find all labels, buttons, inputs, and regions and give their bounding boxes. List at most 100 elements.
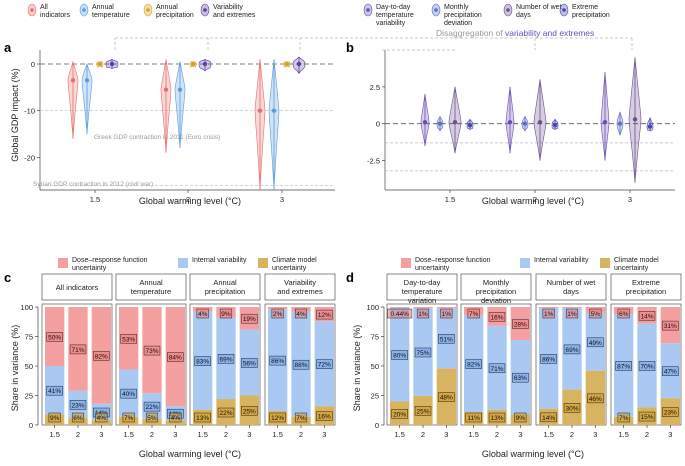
panel-c-bar-label-model: 25% [243, 408, 256, 415]
panel-c-y-tick-label: 75 [25, 333, 33, 342]
panel-d-bar-label-box [488, 412, 506, 423]
panel-d-bar-label-box [638, 361, 656, 371]
panel-c-bar-label-box [194, 356, 211, 366]
panel-b-legend-dot [434, 8, 438, 12]
panel-c-legend-swatch [58, 258, 68, 268]
panel-b-violin-median [537, 120, 543, 125]
panel-b-y-tick-label: 2.5 [370, 83, 380, 92]
panel-c-legend-label: Climate model [272, 257, 317, 264]
panel-d-x-tick-label: 3 [668, 430, 672, 439]
panel-d-x-tick-label: 2 [570, 430, 574, 439]
panel-b-y-tick-label: -2.5 [367, 157, 380, 166]
panel-d-group-title: days [563, 287, 579, 296]
panel-d-bar-label-model: 9% [516, 415, 526, 422]
panel-c-bar-label-model: 7% [124, 415, 134, 422]
panel-a-ref-label-greek: Greek GDP contraction in 2011 (Euro cris… [94, 134, 220, 141]
panel-c-bar-label-box [271, 308, 284, 319]
panel-a-legend-dot [203, 8, 207, 12]
panel-a-violin-median [257, 108, 263, 113]
panel-d-bar-label-dose: 1% [544, 311, 554, 318]
panel-d-bar-label-box [391, 409, 408, 419]
panel-d-bar-label-box [387, 308, 413, 319]
panel-b-x-tick-label: 1.5 [445, 195, 455, 204]
panel-a-ylabel: Global GDP impact (%) [10, 68, 20, 161]
panel-c-x-tick-label: 3 [99, 430, 103, 439]
panel-c-bar-label-box [120, 334, 137, 344]
panel-c-bar-label-dose: 73% [145, 348, 158, 355]
panel-d-x-tick-label: 3 [444, 430, 448, 439]
panel-c-bar-label-box [167, 352, 184, 362]
panel-d-bar-label-internal: 86% [542, 356, 555, 363]
panel-d-bar-label-box [514, 412, 527, 423]
panel-d-bar-label-box [662, 320, 679, 331]
panel-d-bar-label-model: 46% [589, 396, 602, 403]
panel-d-bar-label-model: 13% [490, 415, 503, 422]
panel-c-bar-label-dose: 71% [71, 347, 84, 354]
panel-a-y-tick-label: -10 [24, 107, 35, 116]
panel-b-legend-label: temperature [376, 12, 414, 19]
panel-b-title-highlight: variability and extremes [505, 28, 594, 38]
panel-letter-b: b [346, 40, 354, 55]
panel-d-bar-label-box [414, 347, 432, 358]
panel-a-violin-median [284, 61, 290, 67]
panel-c-bar-model [91, 420, 111, 425]
panel-c-bar-label-internal: 56% [243, 360, 256, 367]
panel-d-bar-label-model: 20% [393, 411, 406, 418]
panel-c-bar-label-dose: 9% [221, 311, 231, 318]
panel-a-legend-label: Variability [213, 4, 243, 11]
panel-d-bar-label-box [440, 308, 453, 319]
panel-d-bar-label-box [662, 407, 679, 417]
panel-c-bar-label-box [269, 355, 286, 366]
panel-d-bar-label-internal: 80% [393, 353, 406, 360]
panel-d-bar-label-box [617, 308, 630, 319]
panel-letter-a: a [4, 40, 12, 55]
panel-b-legend-label: Monthly [444, 4, 469, 11]
panel-c-bar-dose [268, 307, 288, 310]
panel-c-x-tick-label: 2 [224, 430, 228, 439]
panel-c-bar-model [165, 420, 185, 425]
panel-d-bar-label-internal: 47% [664, 369, 677, 376]
panel-c-bar-label-model: 16% [318, 414, 331, 421]
panel-b-violin-median [602, 120, 608, 125]
panel-d-y-tick-label: 0 [375, 421, 379, 430]
panel-d-bar-label-model: 48% [440, 395, 453, 402]
panel-c-legend-swatch [178, 258, 188, 268]
panel-d-bar-label-dose: 1% [567, 311, 577, 318]
panel-a-violin-median [190, 61, 196, 67]
panel-d-bar-label-dose: 0.44% [390, 311, 409, 318]
panel-a-x-tick-label: 3 [280, 195, 284, 204]
panel-d-group-title-box [386, 273, 458, 301]
panel-d-bar-label-model: 11% [467, 415, 480, 422]
panel-c-bar-label-box [95, 412, 108, 423]
panel-a-x-tick-label: 1.5 [90, 195, 100, 204]
panel-c-x-tick-label: 3 [173, 430, 177, 439]
panel-d-bar-label-model: 25% [416, 408, 429, 415]
panel-d-bar-label-box [465, 412, 482, 423]
panel-c-bar-label-box [241, 406, 258, 416]
panel-c-bar-label-box [241, 358, 258, 368]
panel-d-group-title-box [610, 273, 682, 301]
panel-c-legend-label: Internal variability [192, 257, 247, 264]
panel-d-group-title-box [460, 273, 532, 301]
panel-d-bar-label-box [416, 308, 430, 319]
panel-c-x-tick-label: 2 [150, 430, 154, 439]
panel-c-bar-label-box [69, 344, 87, 355]
panel-b-x-tick-label: 2 [533, 195, 537, 204]
panel-d-group-title: precipitation [476, 287, 516, 296]
panel-d-bar-label-dose: 28% [514, 322, 527, 329]
panel-d-x-tick-label: 3 [518, 430, 522, 439]
panel-d-bar-label-box [540, 354, 557, 364]
panel-c-bar-label-box [169, 412, 182, 423]
panel-c-y-tick-label: 25 [25, 392, 33, 401]
panel-d-bar-label-dose: 31% [664, 323, 677, 330]
panel-a-legend-dot [82, 8, 86, 12]
panel-c-y-tick-label: 100 [20, 303, 33, 312]
panel-d-group-title: temperature [402, 287, 442, 296]
panel-d-bar-label-box [662, 366, 679, 376]
panel-d-group-title: Day-to-day [404, 278, 441, 287]
panel-a-xlabel: Global warming level (°C) [139, 196, 241, 206]
panel-c-x-tick-label: 2 [76, 430, 80, 439]
panel-d-x-tick-label: 1.5 [543, 430, 553, 439]
